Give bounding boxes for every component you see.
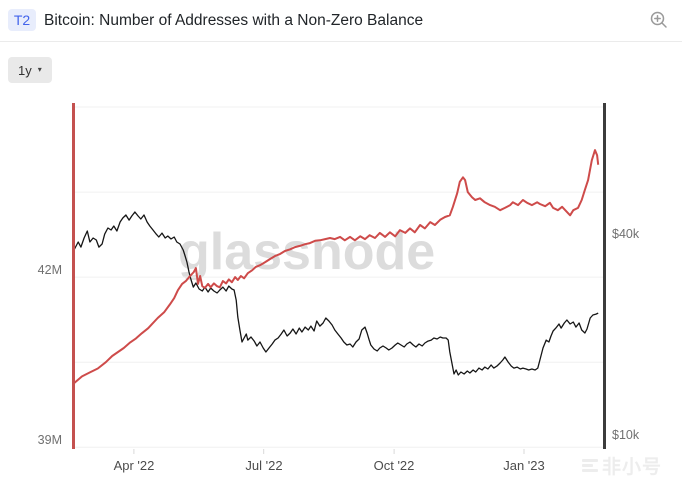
time-range-label: 1y [18,62,32,78]
time-range-dropdown[interactable]: 1y ▾ [8,57,52,83]
zoom-in-icon[interactable] [649,10,669,30]
glassnode-watermark: glassnode [178,223,436,281]
series-line-addresses [73,149,600,384]
x-tick-label-apr22: Apr '22 [113,458,155,473]
x-tick-label-jan23: Jan '23 [503,458,545,473]
page-title: Bitcoin: Number of Addresses with a Non-… [44,11,424,29]
chevron-down-icon: ▾ [37,65,42,74]
x-tick-label-oct22: Oct '22 [373,458,415,473]
x-tick-label-jul22: Jul '22 [245,458,283,473]
left-axis-label-39m: 39M [37,433,62,447]
right-axis-label-40k: $40k [612,227,640,241]
tier-badge: T2 [8,9,36,31]
feixiaohao-text: 非小号 [602,457,663,478]
header: T2 Bitcoin: Number of Addresses with a N… [0,0,682,42]
series-line-price [73,211,599,376]
feixiaohao-watermark: 非小号 [582,452,662,479]
left-axis-label-42m: 42M [37,263,62,277]
feixiaohao-logo-icon [582,458,598,473]
right-axis-label-10k: $10k [612,428,640,442]
